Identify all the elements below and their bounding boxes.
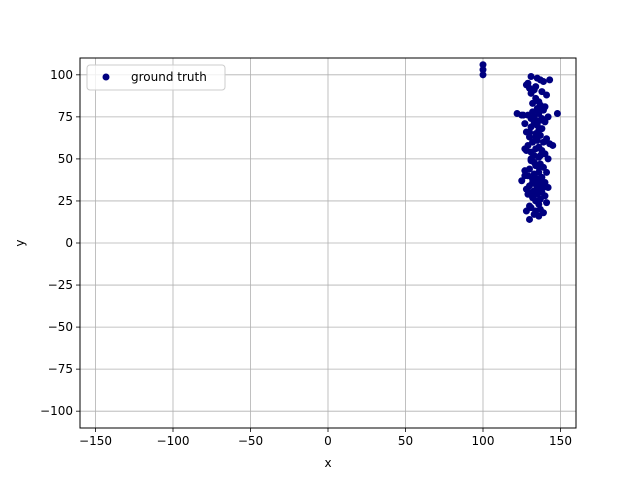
data-point xyxy=(518,177,526,185)
data-point xyxy=(521,167,529,175)
data-point xyxy=(521,120,529,128)
data-point xyxy=(543,199,551,207)
data-point xyxy=(549,141,557,149)
x-tick-label: 50 xyxy=(398,434,413,448)
y-tick-label: 75 xyxy=(58,110,73,124)
data-point xyxy=(533,184,541,191)
data-point xyxy=(543,91,551,99)
data-point xyxy=(513,110,521,117)
x-tick-label: −150 xyxy=(79,434,112,448)
x-tick-label: −50 xyxy=(238,434,263,448)
data-point xyxy=(543,168,551,176)
x-tick-label: −100 xyxy=(157,434,190,448)
data-point xyxy=(535,163,543,171)
data-point xyxy=(544,155,552,163)
data-point xyxy=(553,110,561,117)
data-point xyxy=(529,178,537,186)
data-point xyxy=(535,212,543,220)
data-point xyxy=(522,128,530,136)
y-tick-label: 100 xyxy=(50,68,73,82)
data-point xyxy=(522,207,530,215)
data-point xyxy=(532,133,540,141)
data-point xyxy=(519,111,527,119)
x-tick-label: 100 xyxy=(472,434,495,448)
data-point xyxy=(526,215,533,223)
data-point xyxy=(536,152,544,160)
y-axis-ticks: −100 −75 −50 −25 0 25 50 75 100 xyxy=(40,68,80,418)
data-point xyxy=(544,113,552,121)
y-tick-label: −25 xyxy=(48,278,73,292)
legend-marker xyxy=(102,73,110,81)
data-point xyxy=(479,61,487,69)
data-point xyxy=(527,89,535,97)
data-point xyxy=(479,66,487,74)
y-tick-label: 25 xyxy=(58,194,73,208)
legend-box xyxy=(86,64,226,91)
data-point xyxy=(544,184,552,191)
x-tick-label: 150 xyxy=(549,434,572,448)
data-point xyxy=(479,71,487,79)
x-axis-label: x xyxy=(324,456,331,470)
data-point xyxy=(541,118,549,126)
data-point xyxy=(539,78,547,86)
data-points xyxy=(479,61,561,223)
data-point xyxy=(522,147,530,154)
data-point xyxy=(527,155,535,163)
grid-lines xyxy=(80,58,576,428)
x-tick-label: 0 xyxy=(324,434,332,448)
y-tick-label: 0 xyxy=(65,236,73,250)
data-point xyxy=(521,172,529,180)
data-point xyxy=(527,73,535,80)
data-point xyxy=(539,138,547,146)
y-tick-label: −75 xyxy=(48,362,73,376)
y-tick-label: −100 xyxy=(40,404,73,418)
y-tick-label: 50 xyxy=(58,152,73,166)
legend: ground truth xyxy=(86,64,226,91)
data-point xyxy=(529,99,537,107)
y-axis-label: y xyxy=(13,239,27,246)
x-axis-ticks: −150 −100 −50 0 50 100 150 xyxy=(79,428,572,448)
data-point xyxy=(546,76,554,84)
y-tick-label: −50 xyxy=(48,320,73,334)
data-point xyxy=(526,133,533,141)
legend-label: ground truth xyxy=(131,70,207,84)
